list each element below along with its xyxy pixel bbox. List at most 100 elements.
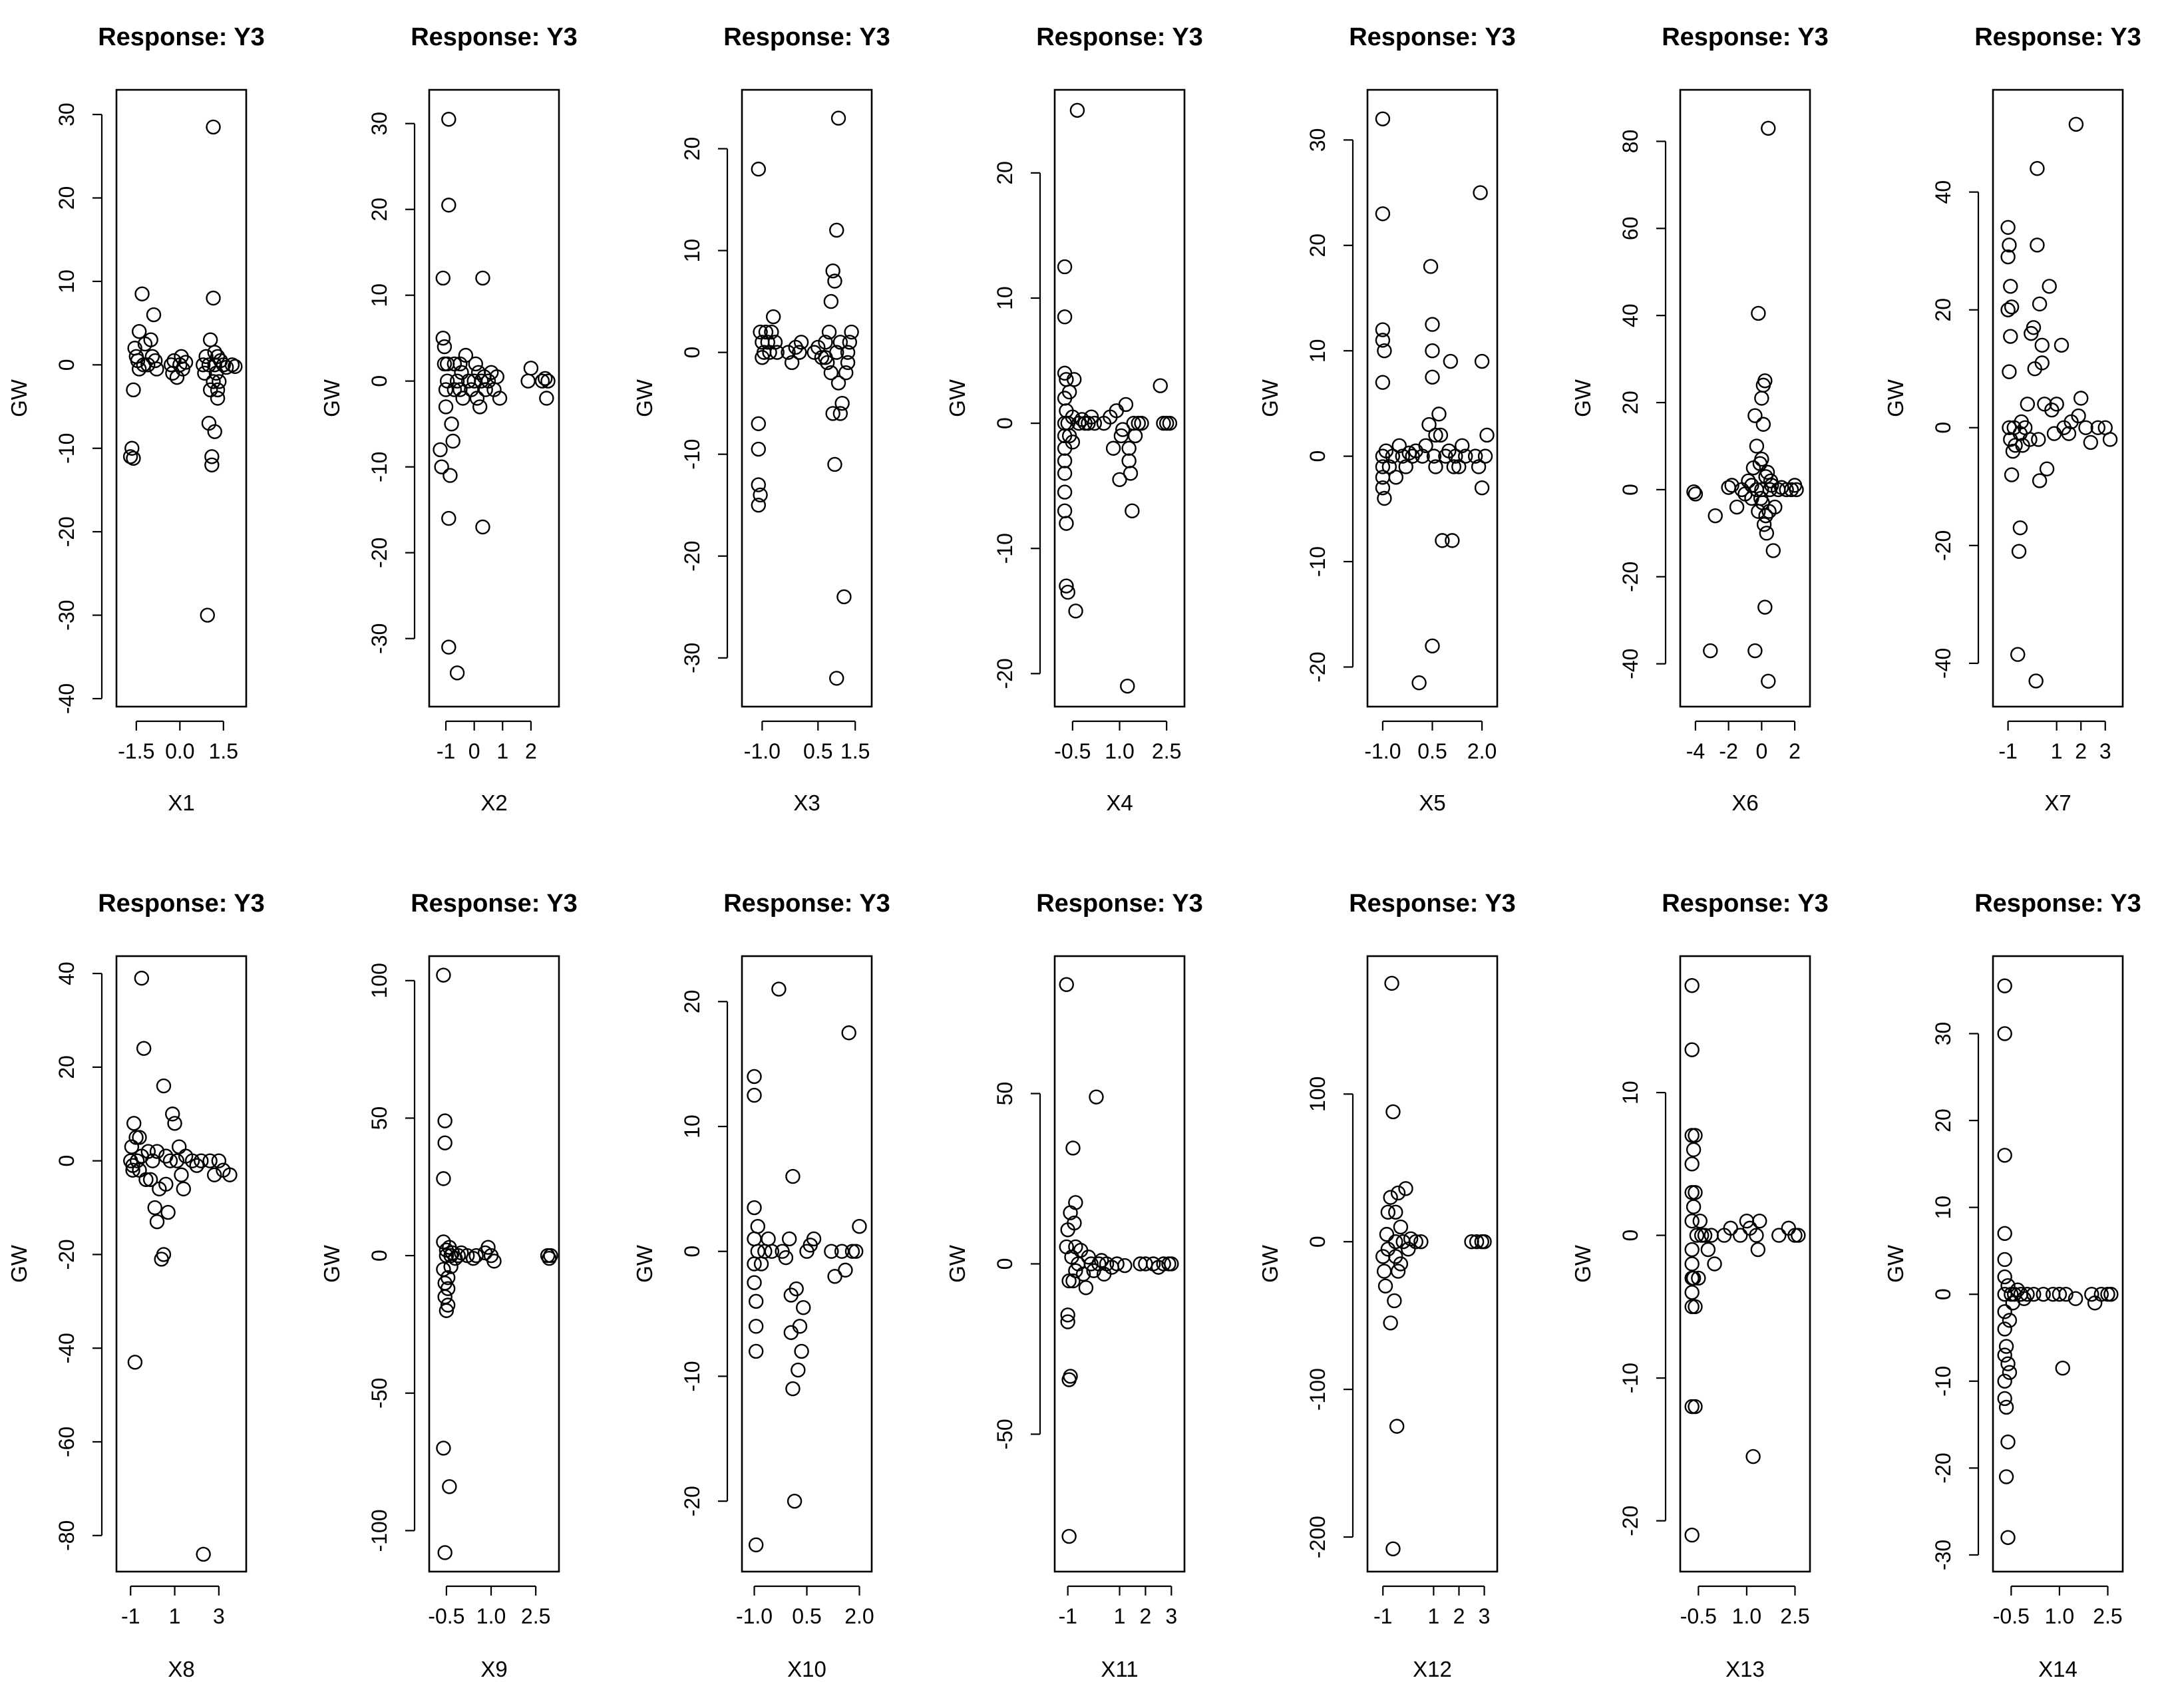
data-point <box>1997 1373 2012 1389</box>
data-point <box>1684 1156 1700 1172</box>
data-point <box>1376 1264 1392 1279</box>
data-point <box>1749 438 1765 454</box>
data-point <box>2022 432 2038 447</box>
plot-frame <box>1366 88 1499 708</box>
data-point <box>126 382 141 398</box>
data-point <box>1059 977 1074 992</box>
y-axis-label: GW <box>319 379 344 417</box>
data-point <box>1997 1252 2012 1268</box>
data-point <box>492 391 508 406</box>
y-tick-label: 10 <box>1618 1081 1642 1105</box>
data-point <box>1425 343 1440 359</box>
data-point <box>480 1240 496 1255</box>
data-point <box>449 665 465 681</box>
data-point <box>1684 1213 1700 1229</box>
data-point <box>1697 1228 1713 1243</box>
data-point <box>523 361 539 376</box>
data-point <box>2004 299 2020 315</box>
x-tick-label: 0 <box>1755 739 1767 763</box>
data-point <box>455 391 470 406</box>
y-axis-label: GW <box>945 379 970 417</box>
data-point <box>771 981 787 997</box>
data-point <box>1756 517 1772 532</box>
y-tick-label: -40 <box>55 683 79 714</box>
data-point <box>466 373 482 389</box>
data-point <box>1390 1264 1406 1279</box>
data-point <box>1383 1190 1398 1205</box>
y-tick-label: 10 <box>55 269 79 293</box>
x-tick-label: -2 <box>1719 739 1737 763</box>
x-tick-label: -1 <box>121 1604 140 1628</box>
data-point <box>1479 427 1495 443</box>
y-tick-label: 80 <box>1618 130 1642 154</box>
data-point <box>1375 333 1391 348</box>
data-point <box>206 374 221 389</box>
data-point <box>765 309 781 325</box>
y-tick-label: -20 <box>1931 1452 1955 1483</box>
data-point <box>2032 296 2048 312</box>
y-tick-label: -10 <box>1618 1363 1642 1393</box>
panel-x11: Response: Y3 -1 1 2 3 -50 0 50 X11 GW <box>945 890 1203 1681</box>
data-point <box>447 382 462 397</box>
data-point <box>176 1181 192 1197</box>
data-point <box>2102 432 2118 447</box>
data-point <box>1688 486 1704 502</box>
data-point <box>785 1168 801 1184</box>
x-axis-label: X1 <box>168 790 194 815</box>
data-point <box>142 1172 158 1187</box>
data-point <box>435 331 450 346</box>
data-point <box>439 1303 454 1318</box>
data-point <box>1692 1213 1708 1229</box>
data-point <box>540 373 556 389</box>
data-point <box>1998 1339 2014 1354</box>
y-tick-label: -10 <box>367 452 391 482</box>
data-point <box>1700 1242 1716 1258</box>
x-tick-label: 3 <box>213 1604 225 1628</box>
data-point <box>1379 1226 1395 1242</box>
y-tick-label: -20 <box>680 1486 704 1516</box>
data-point <box>196 357 211 373</box>
y-tick-label: -10 <box>680 1361 704 1391</box>
data-point <box>844 1244 860 1259</box>
data-point <box>1684 1285 1700 1300</box>
data-point <box>441 198 456 213</box>
data-point <box>468 1248 484 1264</box>
data-point <box>747 1275 762 1290</box>
data-point <box>1153 378 1168 393</box>
data-point <box>764 1244 780 1259</box>
y-tick-label: 30 <box>1931 1022 1955 1046</box>
data-point <box>825 406 840 421</box>
x-tick-label: -1.0 <box>1364 739 1401 763</box>
x-axis-label: X9 <box>480 1657 507 1681</box>
data-point <box>2061 426 2077 441</box>
y-tick-label: -20 <box>367 538 391 568</box>
data-point <box>2071 408 2086 424</box>
data-point <box>1109 1256 1125 1272</box>
data-point <box>149 361 164 377</box>
data-point <box>1684 1042 1700 1057</box>
y-tick-label: 0 <box>55 1155 79 1167</box>
y-tick-label: -100 <box>367 1509 391 1552</box>
data-point <box>840 345 856 360</box>
data-point <box>1688 1128 1703 1143</box>
data-point <box>436 1171 451 1186</box>
y-axis-label: GW <box>1883 379 1908 417</box>
data-point <box>131 361 147 377</box>
data-point <box>437 1135 452 1150</box>
data-point <box>1759 464 1775 480</box>
x-tick-label: 2.5 <box>2093 1604 2122 1628</box>
data-point <box>778 1250 794 1266</box>
x-tick-label: 2 <box>1140 1604 1152 1628</box>
data-point <box>443 468 458 483</box>
data-point <box>1750 1242 1766 1258</box>
data-point <box>202 382 218 398</box>
x-tick-label: 2 <box>1453 1604 1465 1628</box>
y-axis-label: GW <box>7 379 31 417</box>
y-tick-label: 10 <box>680 239 704 263</box>
data-point <box>1415 448 1430 464</box>
data-point <box>1473 185 1488 200</box>
data-point <box>143 332 158 347</box>
data-point <box>1467 448 1483 464</box>
data-point <box>1164 1256 1179 1272</box>
panel-x12: Response: Y3 -1 1 2 3 -200 -100 0 100 X12 GW <box>1258 890 1516 1681</box>
